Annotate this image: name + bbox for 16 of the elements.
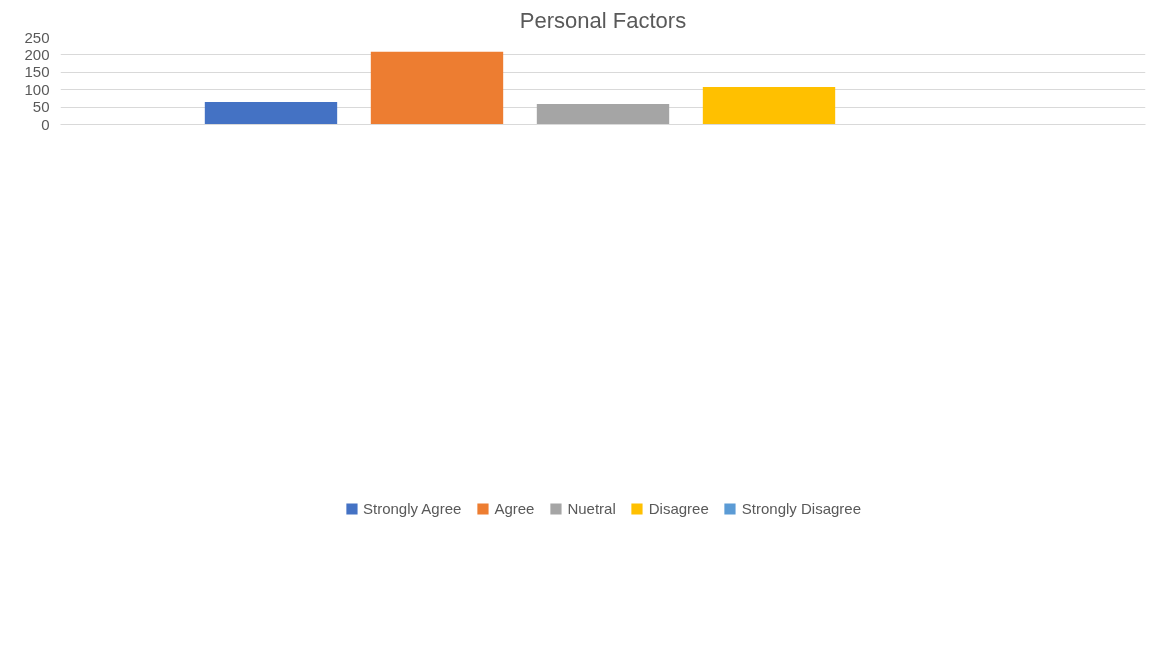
y-tick-label: 0 [41, 115, 50, 133]
bar [204, 101, 338, 125]
y-tick-label: 150 [24, 63, 50, 81]
bar [536, 103, 670, 125]
legend-label: Nuetral [567, 499, 616, 517]
legend-label: Strongly Agree [362, 499, 462, 517]
chart-title: Personal Factors [519, 7, 687, 33]
y-tick-label: 50 [32, 98, 50, 116]
bar [702, 86, 836, 125]
legend-label: Strongly Disagree [741, 499, 862, 517]
legend-label: Disagree [648, 499, 709, 517]
legend-label: Agree [494, 499, 535, 517]
y-tick-label: 200 [24, 45, 50, 63]
y-tick-label: 100 [24, 80, 50, 98]
bar [370, 51, 504, 125]
y-tick-label: 250 [24, 28, 50, 46]
